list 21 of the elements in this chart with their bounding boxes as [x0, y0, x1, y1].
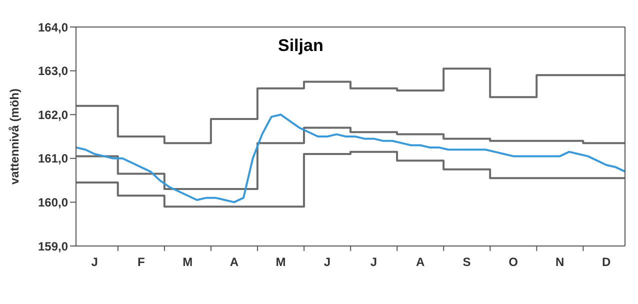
y-axis-title: vattennivå (möh) [7, 88, 22, 185]
x-tick-label: S [462, 255, 471, 269]
x-tick-label: J [324, 255, 331, 269]
x-tick-label: J [370, 255, 378, 269]
x-tick-label: A [230, 255, 239, 269]
y-tick-label: 162,0 [38, 108, 68, 122]
x-tick-label: F [137, 255, 145, 269]
x-tick-label: M [276, 255, 286, 269]
y-tick-label: 163,0 [38, 64, 68, 78]
line-series [75, 114, 626, 204]
x-tick-label: M [182, 255, 193, 269]
x-tick-label: D [602, 255, 612, 269]
x-tick-label: J [91, 255, 98, 269]
x-tick-label: A [416, 255, 425, 269]
y-tick-label: 161,0 [38, 152, 68, 166]
y-tick-label: 164,0 [38, 20, 68, 34]
text: Siljan [278, 36, 324, 56]
y-tick-label: 160,0 [38, 195, 68, 210]
y-tick-label: 159,0 [38, 239, 68, 254]
x-tick-label: N [556, 255, 564, 269]
x-tick-label: O [508, 255, 518, 269]
